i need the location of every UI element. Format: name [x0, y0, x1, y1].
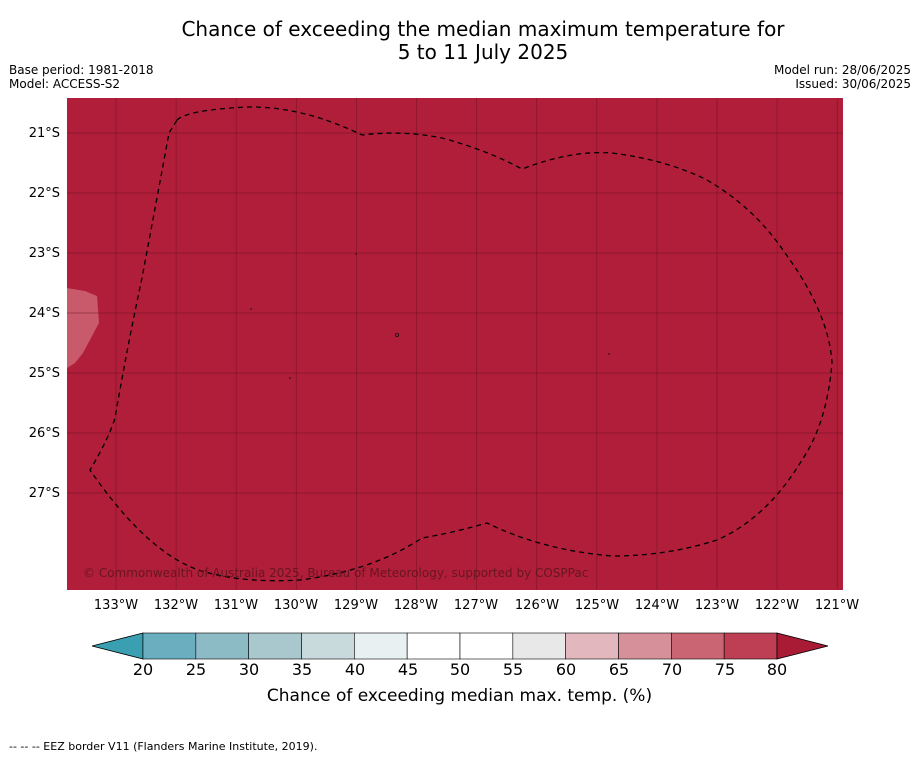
- lat-label-26s: 26°S: [28, 426, 60, 441]
- island-mark: [394, 332, 399, 337]
- lat-label-21s: 21°S: [28, 126, 60, 141]
- light-anomaly-patch: [67, 288, 99, 368]
- lon-label-127w: 127°W: [453, 598, 499, 613]
- lon-label-132w: 132°W: [153, 598, 199, 613]
- island-mark: [355, 253, 357, 255]
- colorbar-bin: [195, 632, 249, 660]
- colorbar-tick-55: 55: [502, 660, 524, 679]
- small-island-marks: [250, 253, 610, 379]
- colorbar-tick-70: 70: [661, 660, 683, 679]
- lon-label-125w: 125°W: [574, 598, 620, 613]
- lon-label-131w: 131°W: [213, 598, 259, 613]
- colorbar-bin: [565, 632, 619, 660]
- issued-date: Issued: 30/06/2025: [795, 77, 911, 91]
- colorbar-under-arrow: [91, 632, 144, 660]
- lat-label-23s: 23°S: [28, 246, 60, 261]
- map-background: [67, 98, 843, 590]
- island-mark: [608, 353, 610, 355]
- colorbar-bin: [406, 632, 461, 660]
- map-panel: © Commonwealth of Australia 2025, Bureau…: [67, 98, 843, 590]
- colorbar-bin: [301, 632, 355, 660]
- colorbar-tick-50: 50: [449, 660, 471, 679]
- eez-border-legend: -- -- -- EEZ border V11 (Flanders Marine…: [9, 740, 318, 753]
- lon-label-130w: 130°W: [273, 598, 319, 613]
- copyright-text: © Commonwealth of Australia 2025, Bureau…: [83, 566, 588, 580]
- colorbar: [91, 632, 829, 660]
- colorbar-over-arrow: [776, 632, 829, 660]
- colorbar-bin: [671, 632, 725, 660]
- lon-label-122w: 122°W: [754, 598, 800, 613]
- lon-label-133w: 133°W: [93, 598, 139, 613]
- colorbar-tick-30: 30: [238, 660, 260, 679]
- map-title: Chance of exceeding the median maximum t…: [0, 18, 919, 64]
- colorbar-tick-25: 25: [185, 660, 207, 679]
- colorbar-tick-65: 65: [608, 660, 630, 679]
- colorbar-tick-75: 75: [714, 660, 736, 679]
- lat-label-27s: 27°S: [28, 486, 60, 501]
- colorbar-bin: [723, 632, 778, 660]
- colorbar-tick-60: 60: [555, 660, 577, 679]
- lon-label-123w: 123°W: [694, 598, 740, 613]
- map-grid: [67, 98, 843, 590]
- island-mark: [289, 377, 291, 379]
- colorbar-tick-40: 40: [344, 660, 366, 679]
- colorbar-bin: [618, 632, 672, 660]
- lat-label-24s: 24°S: [28, 306, 60, 321]
- lat-label-25s: 25°S: [28, 366, 60, 381]
- colorbar-tick-20: 20: [132, 660, 154, 679]
- map-title-line-1: Chance of exceeding the median maximum t…: [181, 17, 785, 41]
- colorbar-bin: [459, 632, 514, 660]
- lon-label-124w: 124°W: [634, 598, 680, 613]
- colorbar-bin: [354, 632, 408, 660]
- colorbar-bin: [142, 632, 197, 660]
- colorbar-bin: [512, 632, 566, 660]
- map-title-line-2: 5 to 11 July 2025: [397, 40, 569, 64]
- colorbar-tick-45: 45: [397, 660, 419, 679]
- model-run: Model run: 28/06/2025: [773, 63, 911, 77]
- meta-left: Base period: 1981-2018 Model: ACCESS-S2: [9, 63, 154, 91]
- colorbar-tick-80: 80: [766, 660, 788, 679]
- meta-right: Model run: 28/06/2025 Issued: 30/06/2025: [774, 63, 911, 91]
- colorbar-label: Chance of exceeding median max. temp. (%…: [266, 686, 653, 706]
- lon-label-126w: 126°W: [514, 598, 560, 613]
- eez-border-line: [89, 106, 833, 582]
- colorbar-bins: [142, 632, 778, 660]
- base-period: Base period: 1981-2018: [9, 63, 154, 77]
- island-mark: [250, 308, 252, 310]
- colorbar-tick-35: 35: [291, 660, 313, 679]
- lat-label-22s: 22°S: [28, 186, 60, 201]
- colorbar-bin: [248, 632, 302, 660]
- lon-label-128w: 128°W: [393, 598, 439, 613]
- lon-label-129w: 129°W: [333, 598, 379, 613]
- lon-label-121w: 121°W: [814, 598, 860, 613]
- model-name: Model: ACCESS-S2: [9, 77, 121, 91]
